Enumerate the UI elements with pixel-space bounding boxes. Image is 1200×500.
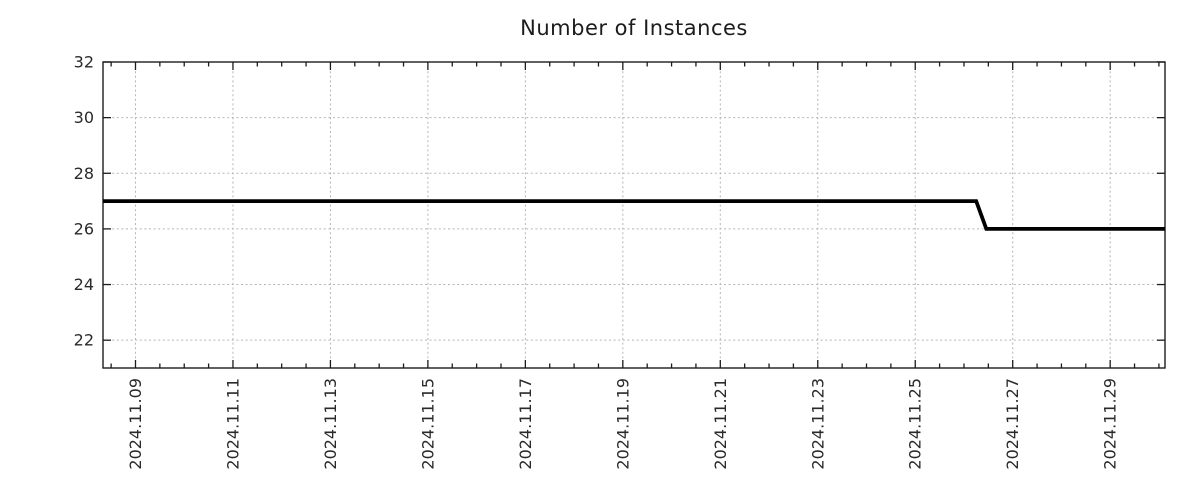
chart-title: Number of Instances — [520, 16, 748, 40]
x-tick-label: 2024.11.23 — [808, 378, 827, 470]
y-tick-label: 24 — [74, 275, 94, 294]
x-tick-label: 2024.11.27 — [1003, 378, 1022, 470]
y-tick-label: 32 — [74, 53, 94, 72]
y-tick-label: 22 — [74, 331, 94, 350]
series-line-instances — [103, 199, 1165, 231]
x-tick-label: 2024.11.19 — [613, 378, 632, 470]
x-tick-label: 2024.11.21 — [711, 378, 730, 470]
x-tick-label: 2024.11.25 — [906, 378, 925, 470]
y-tick-label: 28 — [74, 164, 94, 183]
y-tick-label: 26 — [74, 219, 94, 238]
x-tick-label: 2024.11.17 — [516, 378, 535, 470]
x-tick-label: 2024.11.15 — [418, 378, 437, 470]
x-tick-label: 2024.11.13 — [321, 378, 340, 470]
plot-border — [102, 61, 1166, 369]
x-tick-label: 2024.11.29 — [1101, 378, 1120, 470]
x-tick-label: 2024.11.11 — [223, 378, 242, 470]
y-tick-label: 30 — [74, 108, 94, 127]
x-tick-label: 2024.11.09 — [126, 378, 145, 470]
